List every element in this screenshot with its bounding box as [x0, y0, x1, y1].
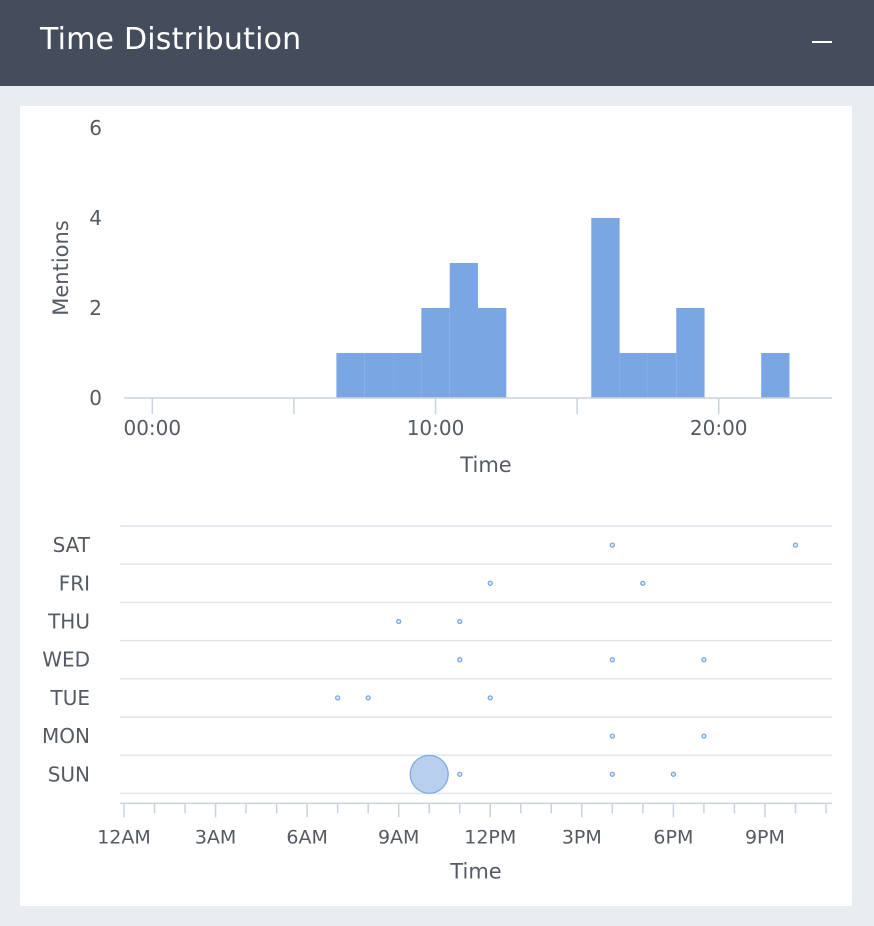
- day-label: WED: [42, 648, 90, 672]
- punchcard-point: [609, 657, 615, 663]
- y-tick-label: 6: [89, 116, 102, 140]
- punchcard-point: [457, 618, 463, 625]
- punchcard-point: [457, 771, 463, 777]
- histogram-chart: 00:00 10:00 20:00 0 2 4 6 Time Mentions: [49, 116, 832, 477]
- punchcard-point: [487, 580, 493, 586]
- punchcard-point: [487, 695, 493, 701]
- panel-header: Time Distribution: [0, 0, 874, 86]
- x-axis-title: Time: [449, 859, 501, 883]
- punchcard-point: [792, 542, 799, 548]
- x-tick-label: 3AM: [195, 826, 236, 848]
- day-label: MON: [42, 724, 90, 748]
- punchcard-point: [609, 771, 615, 777]
- x-tick-label: 9PM: [745, 826, 785, 848]
- histogram-bar: [393, 353, 422, 398]
- punchcard-point: [609, 733, 615, 739]
- histogram-bar: [619, 353, 648, 398]
- day-label: THU: [47, 610, 90, 634]
- punchcard-chart: SAT FRI THU WED TUE MON SUN 12AM 3AM 6AM 9AM 12PM 3P…: [42, 525, 832, 883]
- x-tick-label: 20:00: [690, 416, 748, 440]
- punchcard-point: [670, 771, 677, 777]
- histogram-bar: [364, 353, 394, 398]
- x-tick-label: 12PM: [464, 826, 516, 848]
- x-tick-label: 3PM: [562, 826, 602, 848]
- punchcard-point: [365, 695, 371, 701]
- day-label: FRI: [59, 571, 90, 595]
- histogram-bar: [449, 263, 478, 398]
- day-label: TUE: [50, 686, 91, 710]
- chart-card: 00:00 10:00 20:00 0 2 4 6 Time Mentions SAT FRI TH…: [20, 106, 852, 906]
- histogram-bar: [478, 308, 507, 398]
- x-tick-label: 6PM: [653, 826, 693, 848]
- x-tick-label: 12AM: [97, 826, 151, 848]
- day-label: SUN: [48, 762, 90, 786]
- histogram-bar: [591, 218, 620, 398]
- y-tick-label: 4: [89, 206, 102, 230]
- x-axis-title: Time: [459, 453, 511, 477]
- minimize-button[interactable]: [806, 26, 838, 58]
- punchcard-point: [396, 618, 402, 625]
- punchcard-point: [409, 754, 449, 794]
- x-tick-label: 10:00: [407, 416, 465, 440]
- punchcard-point: [457, 657, 463, 663]
- y-axis-title: Mentions: [49, 220, 73, 316]
- punchcard-point: [701, 657, 707, 663]
- histogram-bar: [676, 308, 705, 398]
- punchcard-point: [701, 733, 707, 739]
- punchcard-point: [335, 695, 341, 701]
- y-tick-label: 2: [89, 296, 102, 320]
- x-tick-label: 6AM: [286, 826, 327, 848]
- punchcard-point: [609, 542, 615, 548]
- histogram-bar: [647, 353, 677, 398]
- histogram-bar: [421, 308, 450, 398]
- day-label: SAT: [53, 533, 91, 557]
- punchcard-point: [640, 580, 646, 586]
- panel-title: Time Distribution: [40, 22, 302, 57]
- x-tick-label: 9AM: [378, 826, 419, 848]
- x-tick-label: 00:00: [123, 416, 181, 440]
- y-tick-label: 0: [89, 386, 102, 410]
- histogram-bar: [761, 353, 790, 398]
- histogram-bar: [336, 353, 365, 398]
- minimize-icon: [812, 41, 832, 43]
